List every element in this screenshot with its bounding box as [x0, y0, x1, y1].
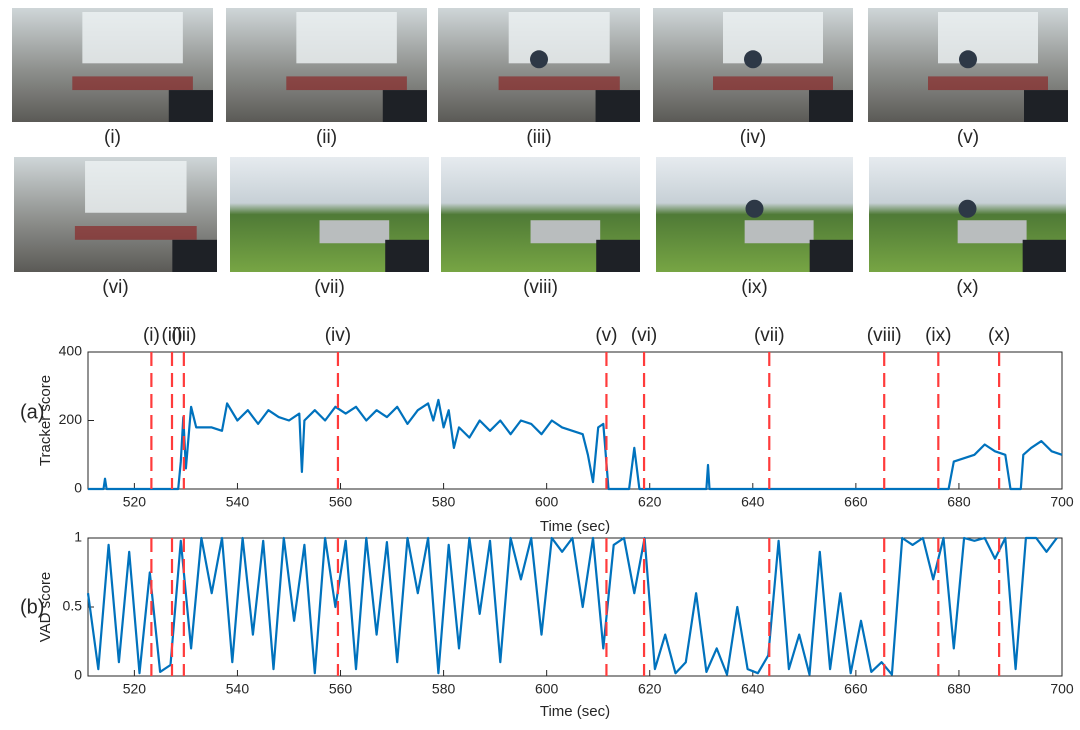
- event-label: (vi): [631, 325, 657, 346]
- x-tick-label: 540: [226, 494, 250, 510]
- photo-label: (ix): [741, 277, 767, 298]
- photo-label: (v): [957, 127, 979, 148]
- photo-bench: [530, 220, 601, 244]
- x-tick-label: 600: [535, 681, 559, 697]
- photo-bench: [74, 226, 197, 240]
- photo-shoulder: [596, 239, 640, 272]
- photo-shoulder: [385, 239, 429, 272]
- event-label: (vii): [754, 325, 785, 346]
- x-tick-label: 540: [226, 681, 250, 697]
- event-label: (iii): [171, 325, 196, 346]
- photo-label: (ii): [316, 127, 337, 148]
- data-line: [86, 536, 1058, 676]
- x-tick-label: 640: [741, 681, 765, 697]
- event-label: (ii): [161, 325, 182, 346]
- x-tick-label: 600: [535, 494, 559, 510]
- x-tick-label: 700: [1050, 494, 1074, 510]
- photo-shoulder: [809, 90, 853, 122]
- y-tick-label: 0: [74, 667, 82, 683]
- photo-label: (iii): [526, 127, 551, 148]
- photo-shoulder: [1024, 90, 1068, 122]
- data-line: [88, 398, 1063, 491]
- photo-bench: [928, 76, 1048, 91]
- y-axis-label: VAD score: [37, 572, 54, 643]
- photo-window: [508, 12, 610, 64]
- photo-bench: [72, 76, 193, 91]
- photo-bench: [286, 76, 407, 91]
- plot-area: [87, 351, 1063, 490]
- photo-person: [959, 50, 977, 69]
- x-tick-label: 660: [844, 494, 868, 510]
- x-tick-label: 680: [947, 681, 971, 697]
- photo-shoulder: [168, 90, 213, 122]
- x-tick-label: 520: [123, 681, 147, 697]
- photo-shoulder: [172, 239, 217, 272]
- event-label: (x): [988, 325, 1010, 346]
- y-tick-label: 1: [74, 529, 82, 545]
- x-tick-label: 620: [638, 681, 662, 697]
- y-tick-label: 0: [74, 480, 82, 496]
- x-tick-label: 580: [432, 494, 456, 510]
- event-label: (ix): [925, 325, 951, 346]
- x-tick-label: 560: [329, 681, 353, 697]
- photo-label: (viii): [523, 277, 558, 298]
- x-axis-label: Time (sec): [540, 518, 610, 535]
- photo-shoulder: [595, 90, 640, 122]
- x-tick-label: 680: [947, 494, 971, 510]
- event-label: (viii): [867, 325, 902, 346]
- photo-person: [744, 50, 762, 69]
- event-label: (i): [143, 325, 160, 346]
- panel-label: (a): [20, 401, 44, 423]
- photo-window: [296, 12, 397, 64]
- photo-bench: [744, 220, 814, 244]
- x-tick-label: 560: [329, 494, 353, 510]
- photo-shoulder: [382, 90, 427, 122]
- photo-shoulder: [1022, 239, 1066, 272]
- y-axis-label: Tracker score: [37, 375, 54, 466]
- photo-window: [85, 161, 187, 213]
- x-tick-label: 580: [432, 681, 456, 697]
- photo-label: (i): [104, 127, 121, 148]
- photo-bench: [957, 220, 1027, 244]
- x-tick-label: 640: [741, 494, 765, 510]
- x-tick-label: 660: [844, 681, 868, 697]
- photo-bench: [498, 76, 620, 91]
- photo-label: (vii): [314, 277, 345, 298]
- y-tick-label: 0.5: [63, 598, 83, 614]
- x-tick-label: 620: [638, 494, 662, 510]
- photo-window: [938, 12, 1038, 64]
- x-tick-label: 520: [123, 494, 147, 510]
- event-label: (iv): [325, 325, 351, 346]
- x-axis-label: Time (sec): [540, 703, 610, 720]
- photo-bench: [319, 220, 390, 244]
- x-tick-label: 700: [1050, 681, 1074, 697]
- y-tick-label: 200: [59, 411, 83, 427]
- y-tick-label: 400: [59, 343, 83, 359]
- photo-label: (x): [956, 277, 978, 298]
- panel-label: (b): [20, 596, 44, 618]
- photo-person: [745, 199, 764, 218]
- photo-window: [82, 12, 183, 64]
- photo-person: [530, 50, 548, 69]
- photo-window: [723, 12, 823, 64]
- photo-label: (iv): [740, 127, 766, 148]
- photo-bench: [713, 76, 833, 91]
- photo-person: [958, 199, 977, 218]
- photo-label: (vi): [102, 277, 128, 298]
- photo-shoulder: [809, 239, 853, 272]
- event-label: (v): [595, 325, 617, 346]
